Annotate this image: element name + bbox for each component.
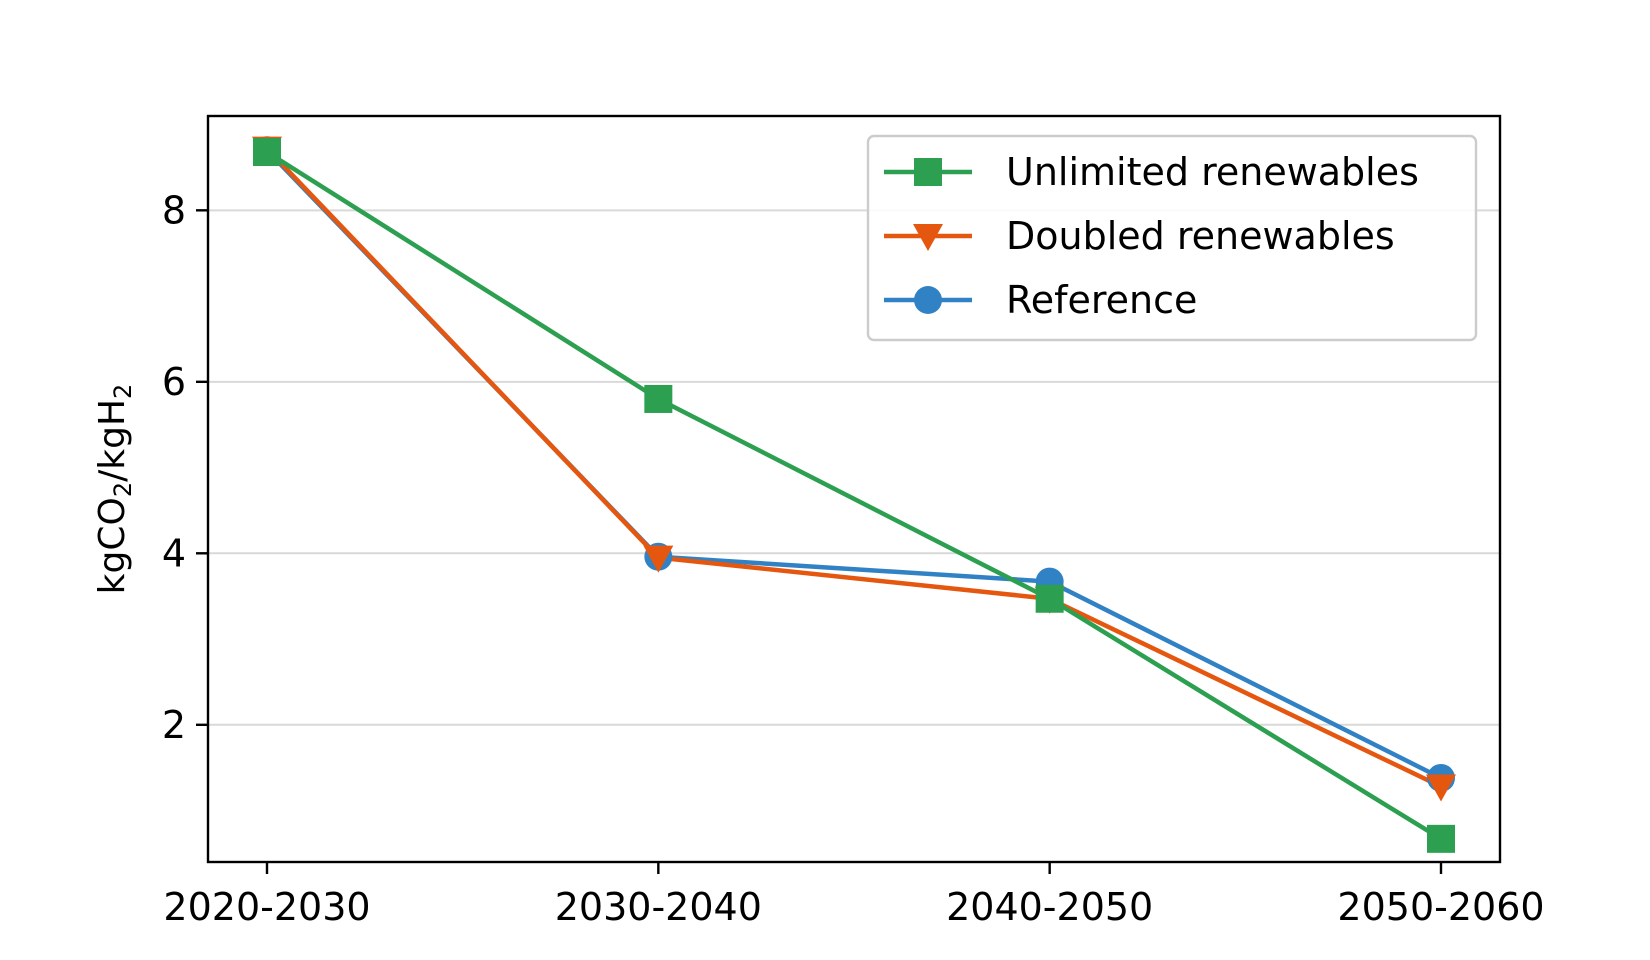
y-tick-label: 6 bbox=[162, 360, 186, 404]
plot-frame bbox=[206, 114, 1502, 864]
data-point bbox=[1427, 824, 1455, 853]
data-point bbox=[1426, 774, 1456, 802]
x-tick-label: 2030-2040 bbox=[555, 885, 762, 929]
y-tick-label: 4 bbox=[162, 531, 186, 575]
legend-label: Reference bbox=[1006, 278, 1197, 322]
series-lines bbox=[265, 147, 1443, 841]
legend-label: Unlimited renewables bbox=[1006, 150, 1419, 194]
x-axis: 2020-2030 2030-2040 2040-2050 2050-2060 bbox=[163, 862, 1545, 929]
grid-lines bbox=[208, 209, 1500, 726]
legend-marker bbox=[914, 286, 942, 314]
x-tick-label: 2050-2060 bbox=[1337, 885, 1544, 929]
x-tick-label: 2040-2050 bbox=[946, 885, 1153, 929]
y-axis-label: kgCO2/kgH2 bbox=[92, 384, 137, 595]
x-tick-label: 2020-2030 bbox=[163, 885, 370, 929]
series-markers bbox=[252, 136, 1456, 853]
data-point bbox=[1035, 584, 1064, 613]
data-point bbox=[644, 384, 673, 413]
data-point bbox=[253, 138, 281, 167]
series-line-1 bbox=[265, 147, 1442, 789]
y-axis: 2 4 6 8 bbox=[162, 188, 208, 747]
legend: Unlimited renewables Doubled renewables Re… bbox=[866, 134, 1478, 342]
legend-marker bbox=[914, 158, 942, 186]
y-tick-label: 8 bbox=[162, 188, 186, 232]
legend-box bbox=[866, 134, 1478, 342]
data-point bbox=[643, 545, 674, 573]
y-tick-label: 2 bbox=[162, 703, 186, 747]
legend-marker bbox=[913, 224, 943, 251]
legend-label: Doubled renewables bbox=[1006, 214, 1395, 258]
series-line-0 bbox=[265, 150, 1443, 841]
